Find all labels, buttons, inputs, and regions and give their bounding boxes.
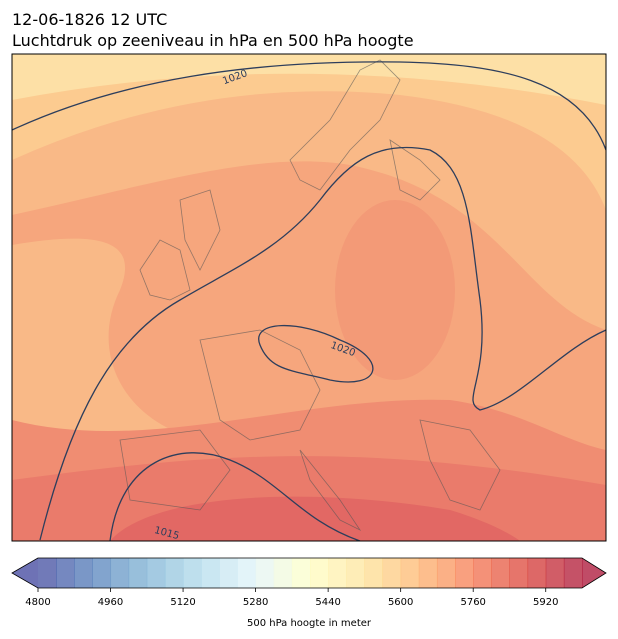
colorbar-segment (183, 558, 202, 588)
colorbar-tick-label: 5760 (460, 597, 485, 608)
colorbar-segment (128, 558, 148, 588)
band (335, 200, 455, 380)
colorbar-tick-label: 4960 (98, 597, 123, 608)
colorbar-segment (273, 558, 293, 588)
colorbar-segment (164, 558, 184, 588)
isobar (39, 146, 606, 541)
colorbar-segment (527, 558, 547, 588)
subtitle: Luchtdruk op zeeniveau in hPa en 500 hPa… (12, 31, 414, 50)
colorbar-segment (56, 558, 75, 588)
colorbar-segment (38, 558, 57, 588)
colorbar-segment (382, 558, 402, 588)
colorbar-segment (545, 558, 565, 588)
colorbar-segment (328, 558, 347, 588)
colorbar-segment (310, 558, 329, 588)
colorbar-segment (219, 558, 238, 588)
colorbar: 4800 4960 5120 5280 5440 5600 5760 5920 (11, 557, 607, 608)
isobar (258, 324, 374, 383)
colorbar-segment (146, 558, 166, 588)
colorbar-segment (400, 558, 420, 588)
colorbar-segment (455, 558, 474, 588)
colorbar-tick-label: 5920 (533, 597, 558, 608)
colorbar-segment (563, 558, 583, 588)
colorbar-segment (491, 558, 510, 588)
colorbar-segment (364, 558, 384, 588)
colorbar-segment (346, 558, 365, 588)
isobar (12, 61, 606, 151)
colorbar-tick-label: 5600 (388, 597, 413, 608)
colorbar-segment (509, 558, 529, 588)
title: 12-06-1826 12 UTC (12, 10, 167, 29)
colorbar-tick-label: 5120 (170, 597, 195, 608)
colorbar-segment (237, 558, 257, 588)
colorbar-label: 500 hPa hoogte in meter (247, 618, 372, 629)
coastline (119, 59, 501, 532)
colorbar-segment (473, 558, 492, 588)
colorbar-tick-label: 4800 (25, 597, 50, 608)
colorbar-segment (291, 558, 311, 588)
map-frame (11, 53, 607, 542)
colorbar-segment (436, 558, 456, 588)
colorbar-segment (201, 558, 220, 588)
map (12, 54, 606, 541)
isobar (109, 452, 361, 541)
colorbar-segment (418, 558, 438, 588)
colorbar-segment (255, 558, 275, 588)
colorbar-outline (11, 557, 607, 589)
colorbar-tick-label: 5440 (315, 597, 340, 608)
colorbar-extend-low (12, 558, 38, 588)
colorbar-tick-label: 5280 (243, 597, 268, 608)
colorbar-segment (74, 558, 93, 588)
colorbar-extend-high (582, 558, 606, 588)
colorbar-segment (92, 558, 112, 588)
colorbar-segment (110, 558, 130, 588)
